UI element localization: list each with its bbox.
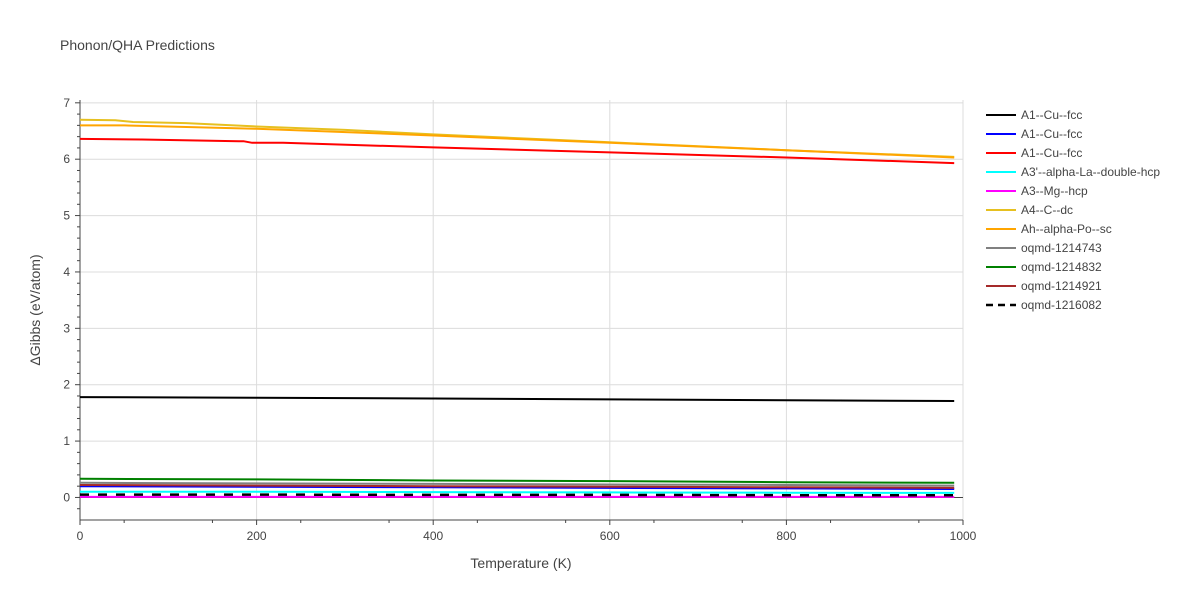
x-tick-label: 800 xyxy=(776,529,796,543)
y-tick-label: 5 xyxy=(63,209,70,223)
series-line-2 xyxy=(79,137,955,165)
legend-item[interactable]: oqmd-1216082 xyxy=(986,298,1102,312)
legend-label: A1--Cu--fcc xyxy=(1021,108,1082,122)
series-line-0 xyxy=(79,396,955,402)
x-tick-label: 400 xyxy=(423,529,443,543)
y-tick-label: 0 xyxy=(63,490,70,504)
legend-item[interactable]: A1--Cu--fcc xyxy=(986,127,1082,141)
legend-label: A4--C--dc xyxy=(1021,203,1073,217)
axes xyxy=(75,100,964,525)
series-line-9 xyxy=(79,484,955,489)
legend-label: A1--Cu--fcc xyxy=(1021,127,1082,141)
tick-labels: 0 200 400 600 800 1000 0 1 2 3 4 5 6 7 xyxy=(63,96,976,543)
y-tick-label: 6 xyxy=(63,152,70,166)
legend-label: oqmd-1214921 xyxy=(1021,279,1102,293)
x-tick-label: 200 xyxy=(247,529,267,543)
legend-label: A1--Cu--fcc xyxy=(1021,146,1082,160)
plot-series xyxy=(79,118,955,498)
legend-item[interactable]: A1--Cu--fcc xyxy=(986,108,1082,122)
legend-label: Ah--alpha-Po--sc xyxy=(1021,222,1112,236)
legend-label: oqmd-1216082 xyxy=(1021,298,1102,312)
legend[interactable]: A1--Cu--fcc A1--Cu--fcc A1--Cu--fcc A3'--al… xyxy=(986,108,1160,312)
y-tick-label: 1 xyxy=(63,434,70,448)
y-tick-label: 3 xyxy=(63,321,70,335)
series-line-6 xyxy=(80,124,955,159)
x-tick-label: 1000 xyxy=(950,529,977,543)
series-line-7 xyxy=(79,481,955,487)
series-line-1 xyxy=(79,485,955,490)
series-line-3 xyxy=(80,490,955,494)
legend-item[interactable]: oqmd-1214743 xyxy=(986,241,1102,255)
legend-label: A3'--alpha-La--double-hcp xyxy=(1021,165,1160,179)
legend-item[interactable]: Ah--alpha-Po--sc xyxy=(986,222,1112,236)
legend-item[interactable]: A4--C--dc xyxy=(986,203,1073,217)
series-line-8 xyxy=(79,477,955,484)
x-tick-label: 600 xyxy=(600,529,620,543)
legend-label: A3--Mg--hcp xyxy=(1021,184,1088,198)
legend-item[interactable]: oqmd-1214832 xyxy=(986,260,1102,274)
legend-label: oqmd-1214832 xyxy=(1021,260,1102,274)
chart-title: Phonon/QHA Predictions xyxy=(60,37,215,53)
legend-item[interactable]: A3'--alpha-La--double-hcp xyxy=(986,165,1160,179)
y-tick-label: 4 xyxy=(63,265,70,279)
y-tick-label: 7 xyxy=(63,96,70,110)
legend-item[interactable]: oqmd-1214921 xyxy=(986,279,1102,293)
legend-item[interactable]: A1--Cu--fcc xyxy=(986,146,1082,160)
y-tick-label: 2 xyxy=(63,378,70,392)
y-axis-title: ΔGibbs (eV/atom) xyxy=(27,254,43,365)
grid-lines xyxy=(80,100,964,520)
legend-label: oqmd-1214743 xyxy=(1021,241,1102,255)
series-line-10 xyxy=(80,493,955,497)
x-axis-title: Temperature (K) xyxy=(470,555,571,571)
legend-item[interactable]: A3--Mg--hcp xyxy=(986,184,1088,198)
x-tick-label: 0 xyxy=(77,529,84,543)
